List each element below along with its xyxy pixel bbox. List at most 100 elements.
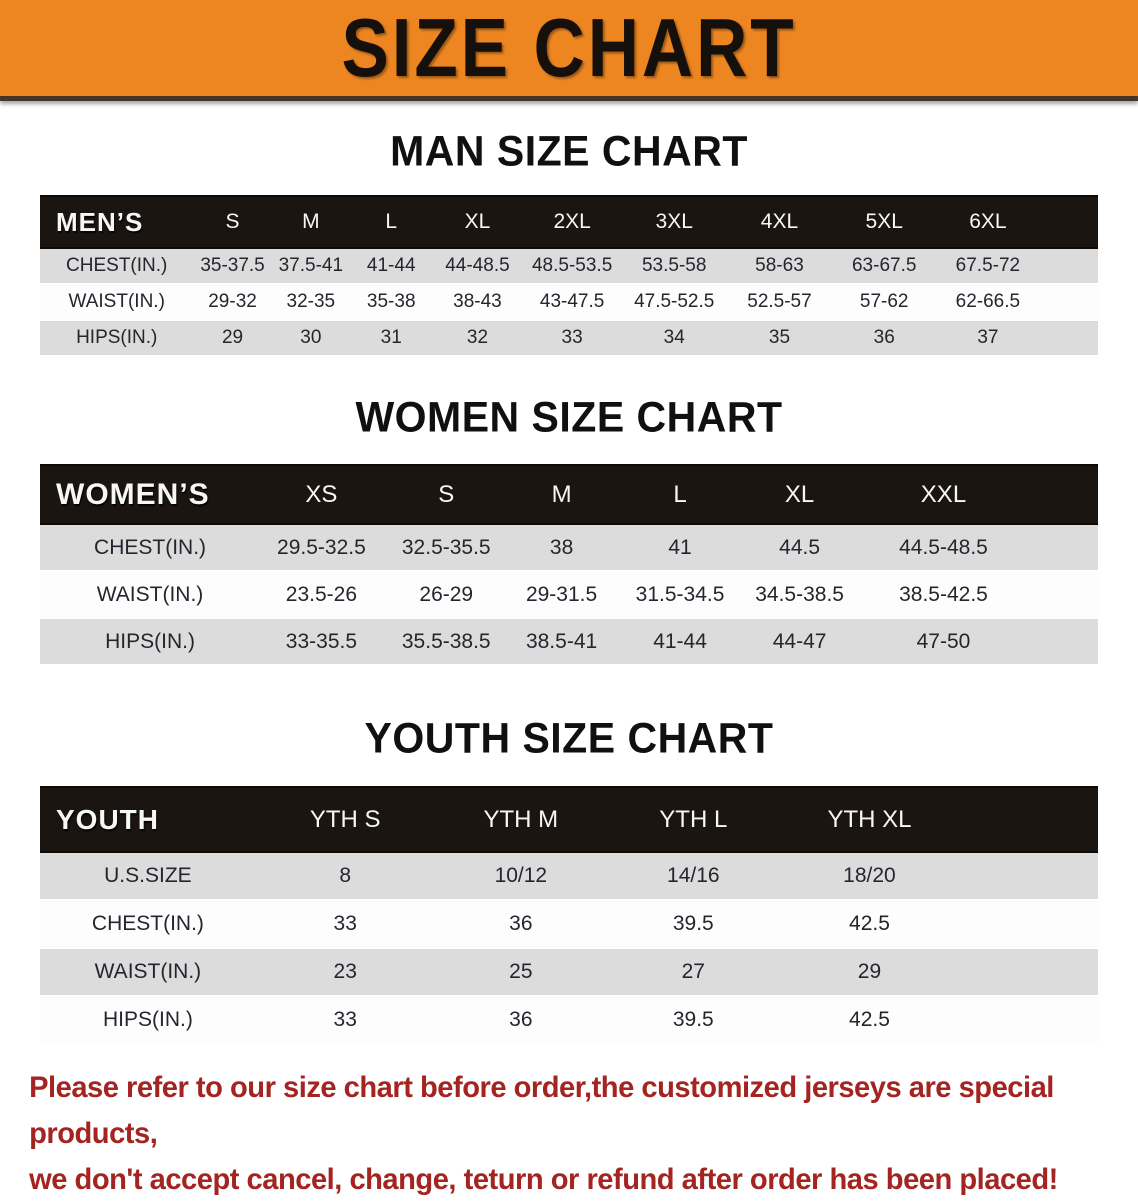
size-chart-section: WOMEN SIZE CHART WOMEN’S XS S M L XL XXL CHEST(I… <box>0 393 1138 664</box>
size-column-header: XS <box>260 464 383 525</box>
size-cell: 62-66.5 <box>936 283 1040 320</box>
row-label: CHEST(IN.) <box>40 247 194 284</box>
size-cell: 18/20 <box>779 851 960 900</box>
row-label: U.S.SIZE <box>40 851 256 900</box>
size-cell: 32 <box>432 319 523 355</box>
size-cell: 30 <box>271 319 350 355</box>
size-table: MEN’S S M L XL 2XL 3XL 4XL 5XL 6XL CHEST(IN.) 35-37… <box>40 195 1098 355</box>
size-cell: 41-44 <box>613 617 747 664</box>
size-column-header: YTH S <box>255 786 435 853</box>
size-cell: 44.5 <box>746 523 853 571</box>
size-cell: 42.5 <box>779 995 960 1043</box>
row-filler-cell <box>1034 523 1098 571</box>
size-cell: 37.5-41 <box>271 247 350 284</box>
size-cell: 36 <box>434 899 608 948</box>
size-cell: 27 <box>607 947 780 996</box>
size-column-header: XXL <box>852 464 1035 525</box>
size-cell: 42.5 <box>779 899 960 948</box>
disclaimer-line-2: we don't accept cancel, change, teturn o… <box>29 1163 1058 1196</box>
size-cell: 43-47.5 <box>522 283 622 320</box>
size-cell: 38-43 <box>432 283 523 320</box>
table-group-label: MEN’S <box>40 195 194 249</box>
disclaimer: Please refer to our size chart before or… <box>0 1065 1104 1203</box>
size-cell: 58-63 <box>726 247 833 284</box>
size-cell: 35.5-38.5 <box>382 617 510 664</box>
section-heading: MAN SIZE CHART <box>390 127 748 175</box>
table-row: U.S.SIZE 8 10/12 14/16 18/20 <box>40 851 1098 900</box>
size-cell: 33 <box>255 995 435 1043</box>
size-cell: 53.5-58 <box>621 247 727 284</box>
table-row: CHEST(IN.) 33 36 39.5 42.5 <box>40 899 1098 948</box>
size-cell: 33 <box>522 319 622 355</box>
size-cell: 44-47 <box>746 617 853 664</box>
table-row: HIPS(IN.) 33 36 39.5 42.5 <box>40 995 1098 1043</box>
size-cell: 48.5-53.5 <box>522 247 622 284</box>
size-cell: 67.5-72 <box>936 247 1040 284</box>
table-row: WAIST(IN.) 23 25 27 29 <box>40 947 1098 996</box>
size-cell: 29-32 <box>193 283 272 320</box>
size-cell: 32-35 <box>271 283 350 320</box>
size-cell: 29.5-32.5 <box>260 523 383 571</box>
size-chart-section: MAN SIZE CHART MEN’S S M L XL 2XL 3XL 4XL 5XL 6XL C… <box>0 127 1138 355</box>
size-column-header: 4XL <box>726 195 833 249</box>
size-column-header: S <box>382 464 510 525</box>
size-cell: 35-38 <box>349 283 433 320</box>
row-filler-cell <box>1039 283 1098 320</box>
table-group-label: WOMEN’S <box>40 464 261 525</box>
size-column-header: YTH XL <box>779 786 960 853</box>
size-cell: 41 <box>613 523 747 571</box>
size-column-header: 2XL <box>522 195 622 249</box>
size-cell: 25 <box>434 947 608 996</box>
size-column-header: 6XL <box>936 195 1040 249</box>
size-column-header: 3XL <box>621 195 727 249</box>
size-cell: 14/16 <box>607 851 780 900</box>
size-cell: 44-48.5 <box>432 247 523 284</box>
row-filler-cell <box>959 995 1098 1043</box>
size-column-header: 5XL <box>832 195 937 249</box>
size-cell: 57-62 <box>832 283 937 320</box>
row-label: HIPS(IN.) <box>40 617 261 664</box>
size-cell: 41-44 <box>349 247 433 284</box>
disclaimer-line-1: Please refer to our size chart before or… <box>29 1071 1054 1150</box>
size-cell: 34.5-38.5 <box>746 570 853 618</box>
size-cell: 29 <box>193 319 272 355</box>
row-label: WAIST(IN.) <box>40 947 256 996</box>
size-cell: 47-50 <box>852 617 1035 664</box>
size-column-header: M <box>271 195 350 249</box>
row-filler-cell <box>1034 617 1098 664</box>
size-column-header: L <box>349 195 433 249</box>
table-row: WAIST(IN.) 29-32 32-35 35-38 38-43 43-47.5 47.… <box>40 283 1098 320</box>
row-filler-cell <box>959 947 1098 996</box>
size-cell: 63-67.5 <box>832 247 937 284</box>
row-filler-cell <box>1039 319 1098 355</box>
size-cell: 44.5-48.5 <box>852 523 1035 571</box>
size-table: WOMEN’S XS S M L XL XXL CHEST(IN.) 29.5-32.5 32.5… <box>40 464 1098 664</box>
row-filler-cell <box>959 851 1098 900</box>
size-cell: 38.5-42.5 <box>852 570 1035 618</box>
size-cell: 39.5 <box>607 899 780 948</box>
size-cell: 47.5-52.5 <box>621 283 727 320</box>
row-label: WAIST(IN.) <box>40 570 261 618</box>
size-cell: 39.5 <box>607 995 780 1043</box>
size-cell: 31.5-34.5 <box>613 570 747 618</box>
size-cell: 34 <box>621 319 727 355</box>
size-cell: 35 <box>726 319 833 355</box>
size-cell: 23.5-26 <box>260 570 383 618</box>
table-header-row: YOUTH YTH S YTH M YTH L YTH XL <box>40 786 1098 853</box>
size-column-header: S <box>193 195 272 249</box>
size-cell: 29 <box>779 947 960 996</box>
size-cell: 35-37.5 <box>193 247 272 284</box>
table-header-row: WOMEN’S XS S M L XL XXL <box>40 464 1098 525</box>
table-row: WAIST(IN.) 23.5-26 26-29 29-31.5 31.5-34.5 34… <box>40 570 1098 618</box>
size-table: YOUTH YTH S YTH M YTH L YTH XL U.S.SIZE 8 10/12… <box>40 786 1098 1043</box>
table-row: HIPS(IN.) 29 30 31 32 33 34 35 36 37 <box>40 319 1098 355</box>
size-chart-sections: MAN SIZE CHART MEN’S S M L XL 2XL 3XL 4XL 5XL 6XL C… <box>0 127 1138 1043</box>
size-cell: 36 <box>434 995 608 1043</box>
row-label: HIPS(IN.) <box>40 319 194 355</box>
header-filler-cell <box>959 786 1098 853</box>
table-row: CHEST(IN.) 35-37.5 37.5-41 41-44 44-48.5 48.5… <box>40 247 1098 284</box>
row-filler-cell <box>1034 570 1098 618</box>
banner: SIZE CHART <box>0 0 1138 101</box>
row-filler-cell <box>1039 247 1098 284</box>
section-heading: WOMEN SIZE CHART <box>355 393 783 441</box>
